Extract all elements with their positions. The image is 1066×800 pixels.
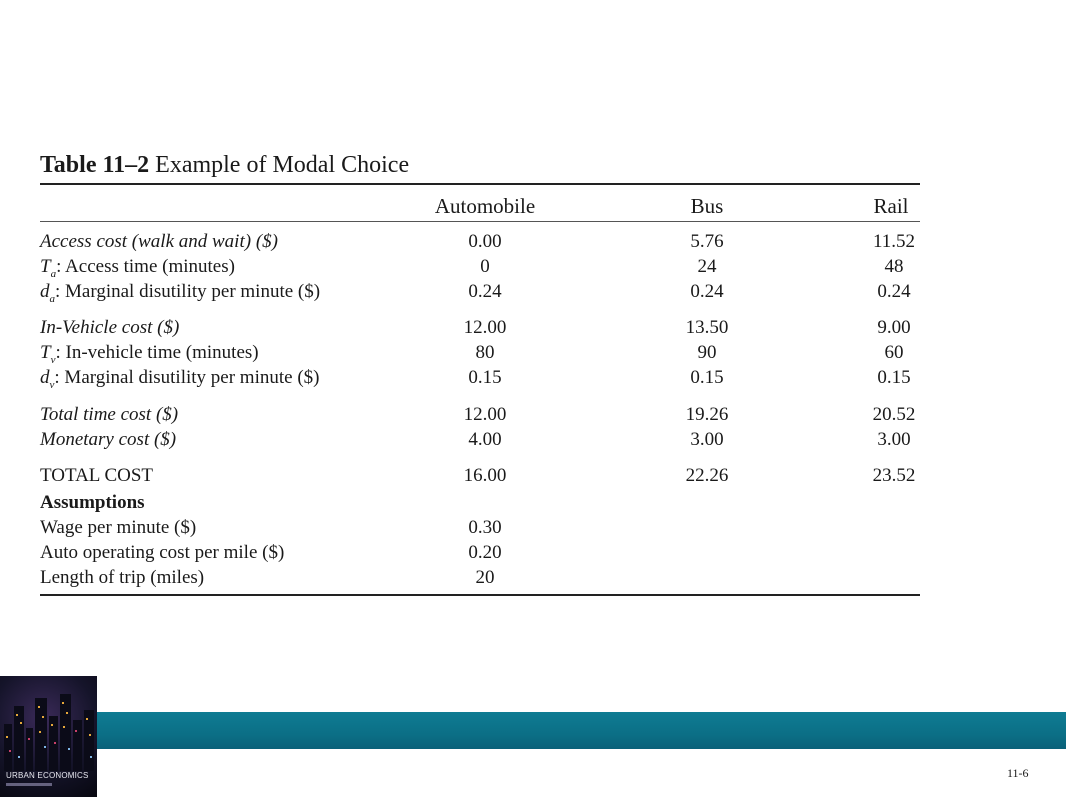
automobile-value: 4.00 bbox=[468, 429, 502, 450]
row-label: Ta: Access time (minutes) bbox=[40, 254, 235, 287]
automobile-value: 16.00 bbox=[463, 465, 507, 486]
rail-value: 9.00 bbox=[877, 317, 911, 338]
row-symbol: T bbox=[40, 342, 51, 363]
table-row-in-vehicle-disutility: dv: Marginal disutility per minute ($) 0… bbox=[0, 365, 1066, 391]
row-label-text: : Marginal disutility per minute ($) bbox=[55, 281, 321, 302]
automobile-value: 0.15 bbox=[468, 367, 502, 388]
automobile-value: 0.00 bbox=[468, 231, 502, 252]
table-number: Table 11–2 bbox=[40, 152, 150, 178]
rail-value: 0.15 bbox=[877, 367, 911, 388]
table-row-in-vehicle-cost: In-Vehicle cost ($) 12.00 13.50 9.00 bbox=[0, 315, 1066, 341]
rail-value: 23.52 bbox=[872, 465, 916, 486]
row-subscript: a bbox=[50, 268, 57, 280]
column-header-rail: Rail bbox=[873, 194, 909, 218]
table-row-in-vehicle-time: Tv: In-vehicle time (minutes) 80 90 60 bbox=[0, 340, 1066, 366]
table-top-rule bbox=[40, 183, 920, 185]
book-cover-title: URBAN ECONOMICS bbox=[6, 771, 89, 780]
assumptions-heading-row: Assumptions bbox=[0, 490, 1066, 516]
row-label: Monetary cost ($) bbox=[40, 429, 177, 450]
row-label-text: : In-vehicle time (minutes) bbox=[55, 342, 259, 363]
automobile-value: 0.24 bbox=[468, 281, 502, 302]
automobile-value: 0 bbox=[480, 256, 490, 277]
table-row-operating-cost: Auto operating cost per mile ($) 0.20 bbox=[0, 540, 1066, 566]
column-header-bus: Bus bbox=[690, 194, 724, 218]
rail-value: 60 bbox=[884, 342, 904, 363]
bus-value: 22.26 bbox=[685, 465, 729, 486]
row-label-text: : Marginal disutility per minute ($) bbox=[54, 367, 320, 388]
page-number: 11-6 bbox=[1007, 766, 1029, 780]
row-symbol: d bbox=[40, 367, 50, 388]
rail-value: 11.52 bbox=[872, 231, 916, 252]
table-title: Example of Modal Choice bbox=[155, 152, 410, 178]
row-label: dv: Marginal disutility per minute ($) bbox=[40, 365, 319, 398]
rail-value: 0.24 bbox=[877, 281, 911, 302]
rail-value: 3.00 bbox=[877, 429, 911, 450]
automobile-value: 0.30 bbox=[468, 517, 502, 538]
rail-value: 20.52 bbox=[872, 404, 916, 425]
assumptions-heading: Assumptions bbox=[40, 492, 145, 513]
row-label: Tv: In-vehicle time (minutes) bbox=[40, 340, 259, 373]
row-symbol: d bbox=[40, 281, 50, 302]
row-label-text: : Access time (minutes) bbox=[56, 256, 235, 277]
row-label: Wage per minute ($) bbox=[40, 517, 197, 538]
bus-value: 90 bbox=[697, 342, 717, 363]
table-row-wage: Wage per minute ($) 0.30 bbox=[0, 515, 1066, 541]
book-cover-author-line bbox=[6, 783, 52, 786]
footer-banner bbox=[97, 712, 1066, 749]
row-subscript: v bbox=[49, 379, 55, 391]
table-header-row: Automobile Bus Rail bbox=[0, 193, 1066, 219]
table-bottom-rule bbox=[40, 594, 920, 596]
row-subscript: a bbox=[49, 293, 56, 305]
table-caption: Table 11–2 Example of Modal Choice bbox=[40, 150, 409, 180]
bus-value: 13.50 bbox=[685, 317, 729, 338]
row-label: TOTAL COST bbox=[40, 465, 154, 486]
bus-value: 5.76 bbox=[690, 231, 724, 252]
row-label: Length of trip (miles) bbox=[40, 567, 205, 588]
automobile-value: 80 bbox=[475, 342, 495, 363]
row-subscript: v bbox=[50, 354, 56, 366]
table-row-total-time-cost: Total time cost ($) 12.00 19.26 20.52 bbox=[0, 402, 1066, 428]
bus-value: 19.26 bbox=[685, 404, 729, 425]
bus-value: 0.15 bbox=[690, 367, 724, 388]
row-label: Auto operating cost per mile ($) bbox=[40, 542, 285, 563]
row-label: da: Marginal disutility per minute ($) bbox=[40, 279, 320, 312]
automobile-value: 12.00 bbox=[463, 317, 507, 338]
city-skyline-illustration bbox=[4, 694, 94, 771]
bus-value: 24 bbox=[697, 256, 717, 277]
table-row-monetary-cost: Monetary cost ($) 4.00 3.00 3.00 bbox=[0, 427, 1066, 453]
table-row-access-disutility: da: Marginal disutility per minute ($) 0… bbox=[0, 279, 1066, 305]
bus-value: 3.00 bbox=[690, 429, 724, 450]
table-row-access-time: Ta: Access time (minutes) 0 24 48 bbox=[0, 254, 1066, 280]
bus-value: 0.24 bbox=[690, 281, 724, 302]
table-row-trip-length: Length of trip (miles) 20 bbox=[0, 565, 1066, 591]
automobile-value: 0.20 bbox=[468, 542, 502, 563]
table-row-total-cost: TOTAL COST 16.00 22.26 23.52 bbox=[0, 463, 1066, 489]
automobile-value: 20 bbox=[475, 567, 495, 588]
table-row-access-cost: Access cost (walk and wait) ($) 0.00 5.7… bbox=[0, 229, 1066, 255]
row-label: Access cost (walk and wait) ($) bbox=[40, 231, 278, 252]
rail-value: 48 bbox=[884, 256, 904, 277]
book-cover-image: URBAN ECONOMICS bbox=[0, 676, 97, 797]
row-symbol: T bbox=[40, 256, 51, 277]
table-header-rule bbox=[40, 221, 920, 222]
column-header-automobile: Automobile bbox=[434, 194, 536, 218]
row-label: In-Vehicle cost ($) bbox=[40, 317, 180, 338]
row-label: Total time cost ($) bbox=[40, 404, 179, 425]
automobile-value: 12.00 bbox=[463, 404, 507, 425]
